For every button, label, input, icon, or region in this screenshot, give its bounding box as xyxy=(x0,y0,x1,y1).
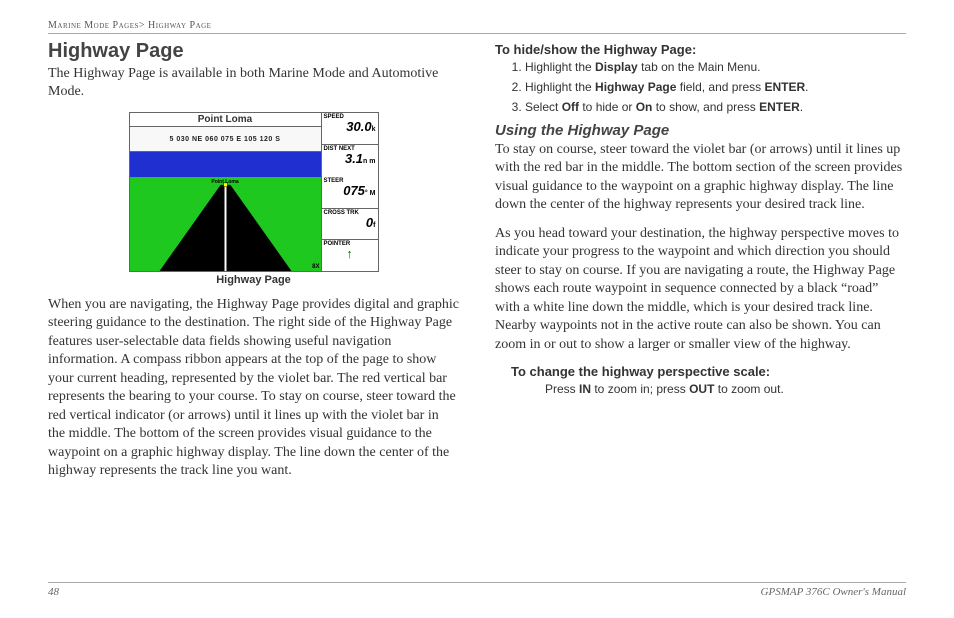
page-number: 48 xyxy=(48,586,59,598)
highway-page-screenshot: Point Loma 5 030 NE 060 075 E 105 120 S … xyxy=(129,112,379,272)
highway-graphic: Point Loma xyxy=(130,177,322,271)
figure-top: Point Loma 5 030 NE 060 075 E 105 120 S … xyxy=(130,113,378,177)
breadcrumb-section: Marine Mode Pages xyxy=(48,20,139,31)
step-1: Highlight the Display tab on the Main Me… xyxy=(525,60,906,74)
data-value: 3.1n m xyxy=(324,152,376,165)
procedure-1-steps: Highlight the Display tab on the Main Me… xyxy=(495,60,906,114)
data-steer: STEER 075° M xyxy=(322,177,378,209)
page-footer: 48 GPSMAP 376C Owner's Manual xyxy=(48,582,906,598)
figure-caption: Highway Page xyxy=(129,274,379,286)
procedure-1-heading: To hide/show the Highway Page: xyxy=(495,42,906,57)
pointer-arrow-icon: ↑ xyxy=(324,247,376,260)
compass-text: 5 030 NE 060 075 E 105 120 S xyxy=(170,136,281,143)
procedure-2-body: Press IN to zoom in; press OUT to zoom o… xyxy=(495,382,906,396)
step-3: Select Off to hide or On to show, and pr… xyxy=(525,100,906,114)
figure-top-left: Point Loma 5 030 NE 060 075 E 105 120 S xyxy=(130,113,322,177)
zoom-label: 8X xyxy=(312,264,319,270)
data-value: 0f xyxy=(324,216,376,229)
data-column-bottom: STEER 075° M CROSS TRK 0f POINTER ↑ xyxy=(322,177,378,271)
right-body-1: To stay on course, steer toward the viol… xyxy=(495,141,906,215)
left-column: Highway Page The Highway Page is availab… xyxy=(48,40,459,491)
content-columns: Highway Page The Highway Page is availab… xyxy=(48,40,906,491)
breadcrumb-page: Highway Page xyxy=(148,20,211,31)
waypoint-label: Point Loma xyxy=(211,179,238,185)
highway-svg xyxy=(130,177,321,271)
breadcrumb-sep: > xyxy=(139,20,148,31)
left-body-1: When you are navigating, the Highway Pag… xyxy=(48,296,459,481)
step-2: Highlight the Highway Page field, and pr… xyxy=(525,80,906,94)
right-body-2: As you head toward your destination, the… xyxy=(495,225,906,354)
breadcrumb: Marine Mode Pages> Highway Page xyxy=(48,20,906,34)
data-cross-trk: CROSS TRK 0f xyxy=(322,209,378,241)
compass-ribbon: 5 030 NE 060 075 E 105 120 S xyxy=(130,127,321,153)
right-column: To hide/show the Highway Page: Highlight… xyxy=(495,40,906,491)
page-title: Highway Page xyxy=(48,40,459,63)
data-value: 30.0k xyxy=(324,120,376,133)
data-value: 075° M xyxy=(324,184,376,197)
figure-bottom: Point Loma STEER 075° M CROSS TRK 0f POI… xyxy=(130,177,378,271)
subsection-heading: Using the Highway Page xyxy=(495,122,906,139)
data-speed: SPEED 30.0k xyxy=(322,113,378,146)
figure-wrapper: Point Loma 5 030 NE 060 075 E 105 120 S … xyxy=(129,112,379,286)
figure-waypoint-title: Point Loma xyxy=(130,113,321,127)
intro-paragraph: The Highway Page is available in both Ma… xyxy=(48,65,459,102)
data-dist-next: DIST NEXT 3.1n m xyxy=(322,145,378,177)
data-column-top: SPEED 30.0k DIST NEXT 3.1n m xyxy=(322,113,378,177)
figure-sky xyxy=(130,152,321,177)
data-pointer: POINTER ↑ xyxy=(322,240,378,271)
procedure-2-heading: To change the highway perspective scale: xyxy=(495,364,906,379)
manual-title: GPSMAP 376C Owner's Manual xyxy=(761,586,906,598)
